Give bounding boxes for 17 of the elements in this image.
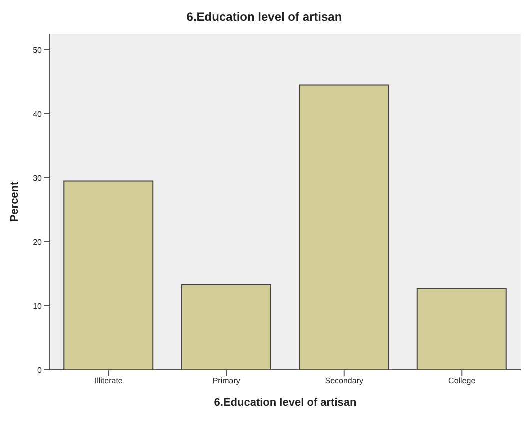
x-axis-title: 6.Education level of artisan — [214, 397, 357, 409]
y-axis-title: Percent — [8, 181, 21, 222]
x-tick-label: Primary — [212, 376, 240, 386]
bar — [64, 180, 154, 370]
x-tick-label: Illiterate — [94, 376, 124, 386]
y-tick-label: 0 — [38, 366, 43, 375]
x-tick-label: College — [448, 376, 476, 386]
bar — [181, 284, 272, 370]
y-tick-label: 20 — [33, 238, 43, 247]
y-tick-label: 30 — [33, 174, 43, 183]
y-tick-label: 40 — [33, 110, 43, 119]
bar — [416, 288, 507, 370]
chart-title: 6.Education level of artisan — [186, 9, 344, 26]
y-tick-label: 50 — [33, 46, 43, 55]
x-tick-label: Secondary — [325, 376, 364, 386]
bar — [299, 84, 390, 370]
y-tick-label: 10 — [33, 302, 43, 311]
